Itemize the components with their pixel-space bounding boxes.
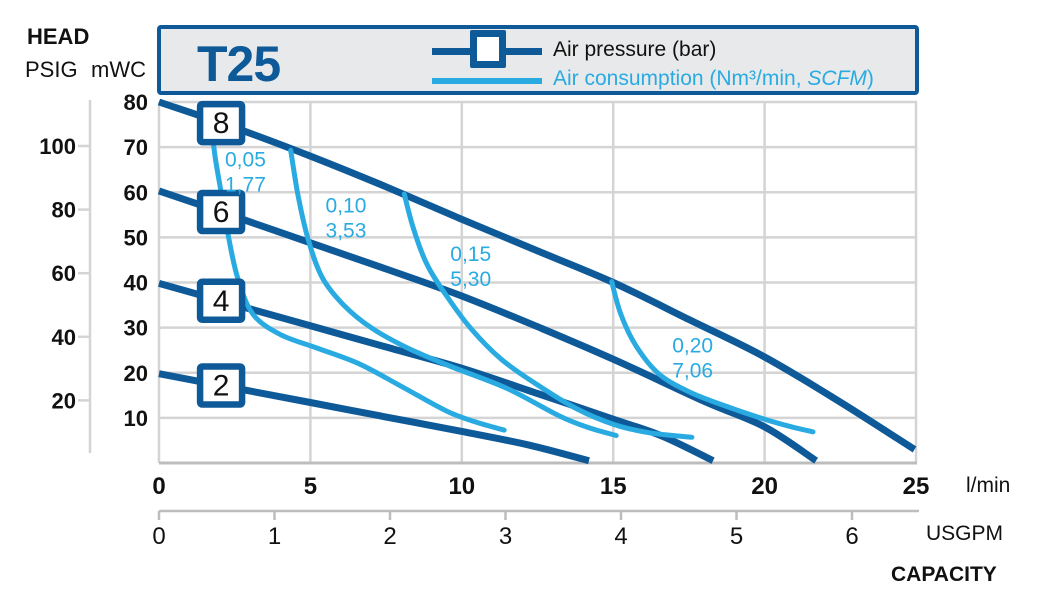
usgpm-tick-label: 5 [730,523,743,550]
mwc-tick-label: 70 [124,135,148,160]
consumption-label-scfm: 1,77 [225,173,266,196]
mwc-tick-label: 60 [124,180,148,205]
air-pressure-legend-label: Air pressure (bar) [553,38,717,61]
usgpm-tick-label: 2 [383,523,396,550]
pump-model-title: T25 [197,36,281,92]
air-consumption-label-scfm: SCFM [807,67,867,90]
usgpm-tick-label: 3 [499,523,512,550]
mwc-tick-label: 40 [124,271,148,296]
pressure-curve-6-bar [157,187,819,464]
psig-tick-label: 100 [39,134,76,159]
square-marker-icon [470,30,506,68]
mwc-tick-label: 50 [124,225,148,250]
consumption-label-scfm: 3,53 [326,219,367,242]
psig-tick-label: 20 [52,388,76,413]
usgpm-tick-label: 4 [614,523,627,550]
air-consumption-label-suffix: ) [866,67,874,90]
mwc-tick-label: 20 [124,361,148,386]
psig-tick-label: 80 [52,198,76,223]
head-axis-title: HEAD [27,24,90,49]
air-consumption-label-prefix: Air consumption (Nm³/min, [553,67,808,90]
usgpm-tick-label: 0 [152,523,165,550]
pressure-marker-label: 6 [213,196,230,229]
consumption-curve-0,20 [609,279,816,435]
pressure-marker-box-2 [196,363,246,408]
consumption-label-nm3: 0,20 [672,335,713,358]
pressure-marker-box-8 [196,100,246,146]
mwc-tick-label: 30 [124,316,148,341]
pressure-marker-box-4 [196,278,246,324]
consumption-label-nm3: 0,05 [225,148,266,171]
air-consumption-legend-label: Air consumption (Nm³/min, SCFM) [553,67,874,91]
pressure-marker-label: 2 [213,369,230,402]
usgpm-tick-label: 1 [268,523,281,550]
chart-legend: T25 Air pressure (bar) Air consumption (… [157,25,919,95]
mwc-tick-label: 10 [124,406,148,431]
usgpm-tick-label: 6 [845,523,858,550]
pressure-marker-label: 4 [213,285,230,318]
lmin-tick-label: 10 [448,473,475,500]
pressure-curve-8-bar [157,98,917,453]
lmin-tick-label: 0 [152,473,165,500]
lmin-tick-label: 25 [903,473,930,500]
usgpm-unit-label: USGPM [926,522,1004,545]
consumption-label-scfm: 7,06 [672,360,713,383]
consumption-curve-0,10 [288,147,619,438]
consumption-label-nm3: 0,15 [450,243,491,266]
lmin-tick-label: 20 [751,473,778,500]
air-consumption-line-icon [432,78,542,84]
consumption-label-nm3: 0,10 [326,194,367,217]
lmin-tick-label: 5 [304,473,317,500]
psig-axis-title: PSIG [25,57,78,82]
mwc-tick-label: 80 [124,90,148,115]
consumption-label-scfm: 5,30 [450,268,491,291]
mwc-axis-title: mWC [91,57,146,82]
pressure-marker-label: 8 [213,107,230,140]
psig-tick-label: 40 [52,325,76,350]
pressure-marker-box-6 [196,189,246,235]
lmin-unit-label: l/min [966,474,1011,497]
capacity-axis-title: CAPACITY [891,563,997,586]
consumption-curve-0,15 [401,191,695,440]
lmin-tick-label: 15 [600,473,627,500]
psig-tick-label: 60 [52,261,76,286]
